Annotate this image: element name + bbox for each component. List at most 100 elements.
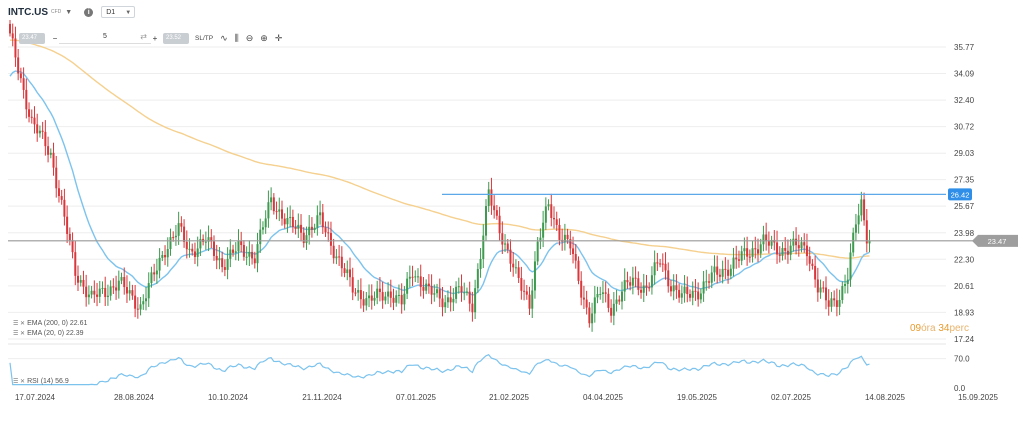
zoom-in-icon[interactable]: ⊕: [260, 33, 268, 43]
sell-button[interactable]: 23.47: [19, 33, 45, 44]
settings-icon[interactable]: ☰ ✕: [13, 321, 26, 327]
candle-body: [631, 277, 634, 286]
candle: [259, 218, 262, 253]
date-axis: 17.07.2024 28.08.2024 10.10.2024 21.11.2024…: [15, 393, 999, 402]
candle: [41, 121, 44, 139]
candle: [485, 199, 487, 242]
info-icon[interactable]: i: [84, 7, 94, 17]
candle-body: [504, 243, 507, 245]
candle: [735, 245, 738, 269]
candle: [767, 231, 770, 254]
candle: [368, 284, 371, 308]
symbol-label[interactable]: INTC.US: [8, 6, 48, 18]
candle-body: [865, 220, 868, 244]
candle-body: [604, 292, 607, 294]
ema200-legend[interactable]: ☰ ✕ EMA (200, 0) 22.61: [13, 320, 87, 327]
candlestick-icon[interactable]: ⫼: [234, 33, 239, 43]
candle-body: [82, 280, 85, 287]
current-price-label: 23.47: [988, 237, 1007, 246]
quantity-input[interactable]: 5 ⇄: [59, 32, 151, 44]
candle-body: [694, 290, 697, 292]
sltp-button[interactable]: SL/TP: [195, 35, 214, 42]
ema200-line: [9, 39, 870, 259]
settings-icon[interactable]: ☰ ✕: [13, 331, 26, 337]
line-chart-icon[interactable]: ∿: [220, 33, 228, 43]
price-tick: 29.03: [954, 149, 975, 158]
price-tick: 17.24: [954, 335, 975, 344]
candle-body: [109, 286, 112, 296]
candle: [550, 193, 553, 227]
candle: [574, 244, 577, 269]
candle: [533, 251, 536, 299]
candle-body: [41, 130, 44, 132]
candle: [544, 197, 547, 230]
candle: [683, 275, 686, 303]
candle-body: [645, 285, 648, 288]
candle: [699, 288, 702, 304]
candle: [803, 233, 806, 253]
candle-body: [800, 242, 803, 249]
plus-button[interactable]: +: [152, 34, 158, 43]
timeframe-select[interactable]: D1 ▼: [101, 6, 136, 18]
candle-body: [593, 297, 596, 314]
candle-body: [463, 292, 466, 294]
candle: [411, 265, 414, 287]
zoom-out-icon[interactable]: ⊖: [245, 33, 254, 43]
candle: [28, 102, 31, 123]
candle: [169, 228, 172, 256]
price-tick: 34.09: [954, 69, 975, 78]
symbol-dropdown-icon[interactable]: ▼: [65, 8, 73, 16]
candle: [582, 285, 585, 310]
rsi-legend[interactable]: ☰ ✕ RSI (14) 56.9: [13, 378, 69, 385]
candle-body: [727, 269, 730, 276]
candle: [109, 280, 112, 301]
candle: [846, 267, 849, 294]
candle-body: [172, 237, 175, 239]
swap-icon[interactable]: ⇄: [140, 32, 147, 41]
candle-body: [57, 188, 60, 197]
minus-button[interactable]: −: [52, 34, 58, 43]
settings-icon[interactable]: ☰ ✕: [13, 379, 26, 385]
candle-body: [30, 116, 33, 118]
candle-body: [751, 248, 754, 257]
quantity-value: 5: [103, 33, 107, 40]
candle: [498, 206, 501, 241]
date-tick: 02.07.2025: [771, 393, 812, 402]
candle: [645, 274, 648, 296]
candle: [479, 248, 482, 278]
ema20-legend[interactable]: ☰ ✕ EMA (20, 0) 22.39: [13, 330, 84, 337]
candle: [310, 217, 313, 238]
candle: [17, 48, 20, 81]
candle-body: [648, 287, 651, 289]
candle: [251, 244, 254, 265]
price-tick: 23.98: [954, 229, 975, 238]
quantity-stepper[interactable]: − 5 ⇄ +: [45, 32, 163, 44]
candle: [316, 205, 319, 236]
candle-body: [55, 167, 58, 189]
candle-body: [427, 283, 430, 287]
candle: [563, 223, 566, 251]
candle-body: [680, 293, 683, 298]
crosshair-icon[interactable]: ✛: [274, 33, 283, 43]
candle-body: [509, 249, 512, 264]
candle-body: [618, 299, 621, 302]
candle: [776, 230, 779, 264]
candle: [378, 277, 381, 302]
candle: [161, 251, 164, 262]
candle: [261, 221, 264, 235]
candle-body: [634, 277, 637, 279]
candle-body: [716, 266, 719, 275]
candle-body: [142, 301, 145, 305]
date-tick: 21.11.2024: [302, 393, 342, 402]
candle-body: [776, 242, 779, 255]
candle: [637, 271, 640, 296]
candle: [281, 200, 283, 226]
candle-body: [610, 307, 613, 316]
candle: [629, 276, 632, 291]
candle: [455, 281, 458, 304]
candle: [852, 227, 855, 257]
candle-body: [759, 244, 762, 254]
candle-body: [591, 313, 594, 324]
buy-button[interactable]: 23.52: [163, 33, 189, 44]
